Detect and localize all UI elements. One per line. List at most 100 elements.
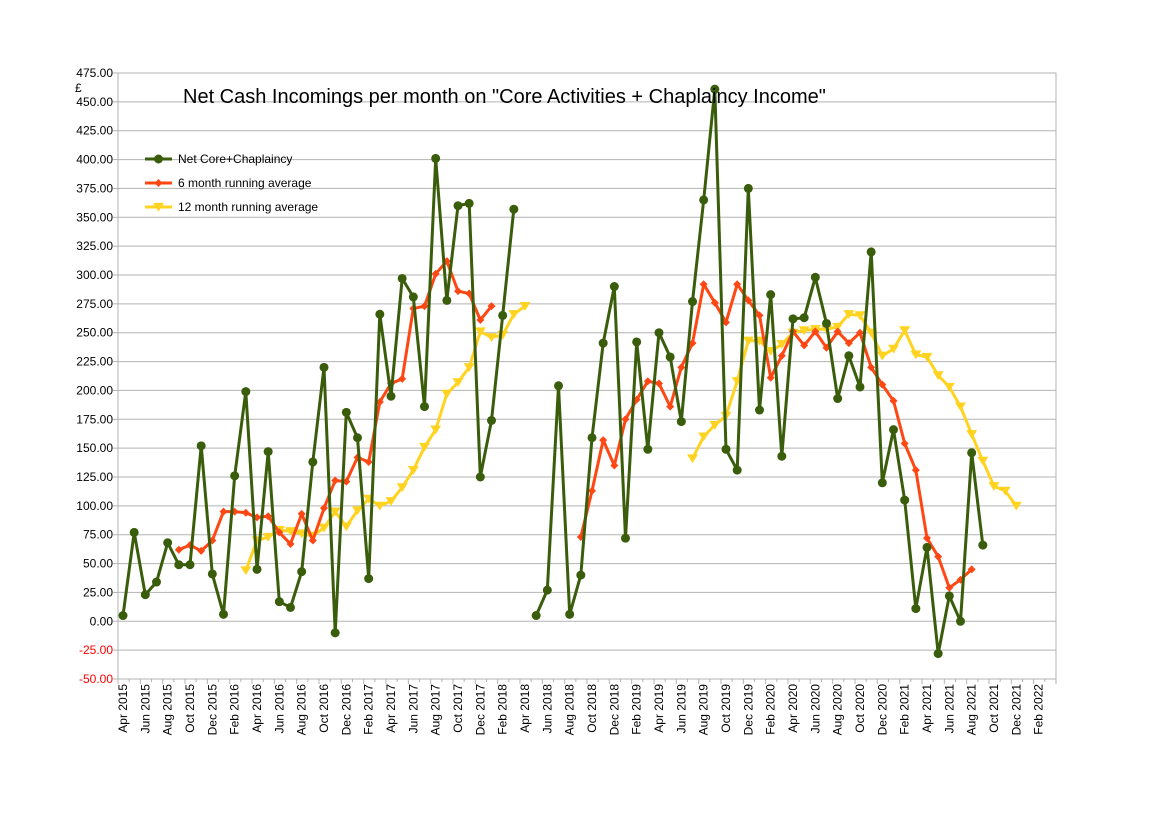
data-point	[777, 451, 787, 461]
x-tick-label: Jun 2016	[272, 684, 286, 734]
data-point	[856, 328, 864, 337]
data-point	[654, 328, 664, 338]
data-point	[519, 302, 531, 311]
data-point	[152, 577, 161, 587]
data-point	[766, 290, 776, 300]
data-point	[576, 570, 586, 580]
data-point	[129, 527, 139, 537]
data-point	[330, 628, 340, 638]
x-tick-label: Feb 2018	[496, 684, 510, 735]
data-point	[219, 609, 228, 619]
series-6-month-running-average	[174, 257, 976, 592]
data-point	[398, 374, 407, 383]
data-point	[274, 597, 284, 607]
data-point	[743, 183, 753, 193]
series-layer	[118, 84, 1022, 659]
x-tick-label: Feb 2022	[1032, 684, 1046, 735]
y-tick-label: 400.00	[76, 153, 113, 167]
data-point	[676, 417, 686, 427]
legend: Net Core+Chaplaincy 6 month running avera…	[145, 152, 318, 214]
data-point	[744, 296, 753, 305]
data-point	[922, 542, 932, 552]
data-point	[677, 363, 686, 372]
data-point	[643, 377, 652, 386]
data-point	[140, 590, 150, 600]
data-point	[565, 609, 575, 619]
data-point	[340, 522, 352, 532]
data-point	[854, 311, 866, 321]
x-tick-label: Jun 2020	[808, 684, 822, 734]
x-tick-label: Oct 2021	[987, 684, 1001, 733]
data-point	[621, 415, 630, 424]
x-tick-label: Dec 2021	[1009, 684, 1023, 736]
data-point	[709, 420, 721, 430]
x-tick-label: Aug 2020	[831, 684, 845, 736]
data-point	[911, 466, 920, 475]
data-point	[844, 351, 854, 361]
data-point	[420, 302, 429, 311]
y-tick-label: 100.00	[76, 499, 113, 513]
data-point	[733, 280, 742, 289]
data-point	[810, 272, 820, 282]
data-point	[944, 591, 954, 601]
series-line	[534, 87, 985, 656]
legend-swatch-marker	[154, 179, 163, 187]
data-point	[967, 448, 977, 458]
x-tick-label: Apr 2019	[652, 684, 666, 733]
data-point	[876, 351, 888, 361]
data-point	[755, 405, 764, 415]
data-point	[710, 84, 720, 94]
x-tick-label: Aug 2015	[161, 684, 175, 736]
data-point	[609, 282, 619, 292]
y-tick-label: 425.00	[76, 124, 113, 138]
x-tick-label: Oct 2016	[317, 684, 331, 733]
y-tick-label: -25.00	[79, 643, 113, 657]
data-point	[241, 508, 250, 517]
legend-swatch-marker	[153, 202, 164, 212]
data-point	[999, 486, 1011, 496]
data-point	[933, 649, 943, 659]
x-tick-label: Dec 2019	[741, 684, 755, 736]
data-point	[364, 574, 374, 584]
x-tick-label: Oct 2015	[183, 684, 197, 733]
data-point	[632, 337, 642, 347]
data-point	[174, 560, 184, 570]
data-point	[955, 402, 966, 412]
data-point	[196, 441, 206, 451]
data-point	[531, 611, 541, 621]
data-point	[487, 415, 496, 425]
data-point	[207, 569, 217, 579]
data-point	[610, 461, 619, 470]
data-point	[899, 326, 911, 336]
data-point	[877, 478, 887, 488]
data-point	[442, 295, 452, 305]
data-point	[1010, 501, 1022, 511]
x-tick-label: Apr 2020	[786, 684, 800, 733]
y-tick-label: 0.00	[90, 614, 114, 628]
data-point	[811, 327, 820, 336]
data-point	[598, 338, 608, 348]
data-point	[498, 310, 508, 320]
data-point	[408, 292, 418, 302]
data-point	[698, 432, 710, 442]
data-point	[185, 560, 195, 570]
data-point	[833, 394, 843, 404]
data-point	[475, 472, 485, 482]
data-point	[308, 457, 318, 467]
data-point	[867, 363, 876, 372]
y-axis-tick-labels: -50.00 -25.00 0.00 25.00 50.00 75.00 100.00 125…	[76, 66, 113, 686]
series-12-month-running-average	[240, 302, 1022, 576]
data-point	[331, 476, 340, 485]
data-point	[945, 583, 954, 592]
y-tick-label: 325.00	[76, 239, 113, 253]
x-tick-label: Oct 2018	[585, 684, 599, 733]
data-point	[118, 611, 128, 621]
data-point	[486, 333, 497, 343]
y-tick-label: 75.00	[83, 528, 113, 542]
data-point	[878, 380, 887, 389]
data-point	[587, 433, 597, 443]
data-point	[833, 327, 842, 336]
y-tick-label: 150.00	[76, 441, 113, 455]
data-point	[407, 465, 419, 475]
data-point	[855, 382, 865, 392]
